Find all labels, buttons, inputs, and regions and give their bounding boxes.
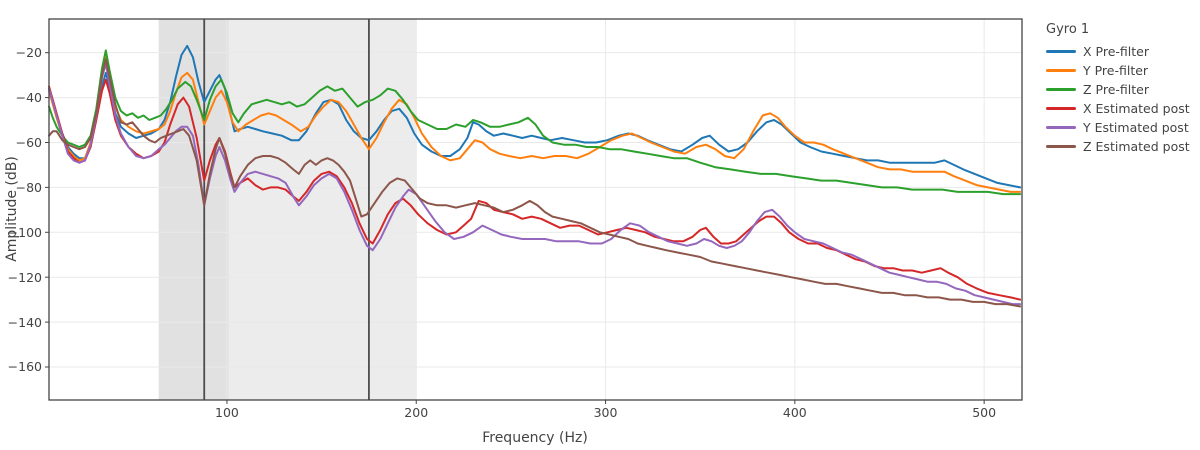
y-tick-label: −100 (7, 224, 42, 240)
plot-border (48, 18, 1023, 401)
x-tick-label: 200 (404, 405, 429, 420)
legend-item-x-pre-filter[interactable]: X Pre-filter (1046, 42, 1190, 61)
legend-item-y-pre-filter[interactable]: Y Pre-filter (1046, 61, 1190, 80)
y-tick-label: −140 (7, 314, 42, 330)
series-line-y-estimated-post (48, 62, 1022, 306)
series-line-x-estimated-post (48, 78, 1022, 301)
legend-swatch (1046, 145, 1076, 148)
y-tick-label: −120 (7, 269, 42, 285)
legend-item-x-estimated-post[interactable]: X Estimated post (1046, 99, 1190, 118)
legend-item-label: Y Estimated post (1083, 120, 1189, 135)
legend-swatch (1046, 50, 1076, 53)
legend-swatch (1046, 88, 1076, 91)
legend: Gyro 1 X Pre-filter Y Pre-filter Z Pre-f… (1046, 22, 1190, 156)
series-line-x-pre-filter (48, 44, 1022, 189)
x-tick-label: 300 (593, 405, 618, 420)
x-tick-label: 400 (782, 405, 807, 420)
legend-title: Gyro 1 (1046, 22, 1090, 37)
x-tick-label: 500 (972, 405, 997, 420)
y-tick-label: −160 (7, 359, 42, 375)
y-axis-title: Amplitude (dB) (4, 156, 20, 262)
legend-swatch (1046, 126, 1076, 129)
legend-item-label: Y Pre-filter (1083, 63, 1149, 78)
legend-item-label: Z Pre-filter (1083, 82, 1149, 97)
y-tick-label: −80 (15, 179, 42, 195)
x-tick-label: 100 (215, 405, 239, 420)
y-tick-label: −60 (15, 134, 42, 150)
legend-swatch (1046, 107, 1076, 110)
x-axis-title: Frequency (Hz) (482, 430, 588, 446)
series-line-y-pre-filter (48, 56, 1022, 193)
legend-item-z-estimated-post[interactable]: Z Estimated post (1046, 137, 1190, 156)
y-tick-label: −20 (15, 45, 42, 61)
series-line-z-estimated-post (48, 58, 1022, 308)
legend-item-z-pre-filter[interactable]: Z Pre-filter (1046, 80, 1190, 99)
series-line-z-pre-filter (48, 49, 1022, 196)
y-tick-label: −40 (15, 90, 42, 106)
legend-item-label: Z Estimated post (1083, 139, 1190, 154)
legend-item-label: X Pre-filter (1083, 44, 1149, 59)
legend-item-y-estimated-post[interactable]: Y Estimated post (1046, 118, 1190, 137)
legend-item-label: X Estimated post (1083, 101, 1190, 116)
legend-swatch (1046, 69, 1076, 72)
